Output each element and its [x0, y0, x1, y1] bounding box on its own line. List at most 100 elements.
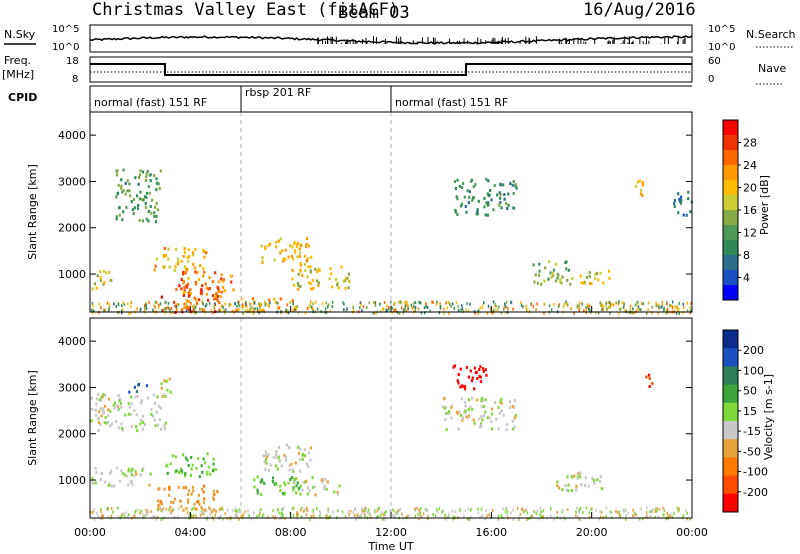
power-colorbar-tick-label: 28 — [743, 137, 757, 150]
power-cell — [136, 194, 139, 198]
velocity-cell — [479, 425, 482, 429]
power-cell — [129, 304, 132, 308]
power-cell — [509, 182, 512, 185]
velocity-cell — [323, 487, 326, 491]
power-cell — [225, 308, 227, 312]
power-cell — [177, 303, 180, 307]
power-cell — [671, 305, 674, 309]
power-cell — [439, 304, 442, 308]
velocity-cell — [484, 410, 487, 414]
velocity-cell — [123, 512, 125, 516]
velocity-cell — [632, 514, 634, 518]
power-cell — [182, 293, 185, 297]
velocity-colorbar-swatch — [723, 384, 738, 404]
power-cell — [500, 311, 503, 315]
power-cell — [678, 197, 681, 201]
power-cell — [344, 287, 347, 290]
power-cell — [503, 305, 505, 309]
velocity-cell — [399, 507, 401, 511]
velocity-cell — [395, 511, 397, 515]
velocity-cell — [600, 515, 602, 519]
power-cell — [162, 308, 164, 312]
power-cell — [183, 250, 187, 254]
velocity-cell — [236, 509, 238, 513]
power-cell — [401, 306, 403, 310]
power-cell — [229, 274, 232, 278]
power-cell — [663, 306, 665, 310]
velocity-cell — [134, 510, 136, 514]
power-cell — [187, 248, 190, 252]
velocity-cell — [649, 510, 651, 514]
power-cell — [144, 308, 146, 312]
power-cell — [460, 204, 463, 208]
velocity-cell — [651, 508, 654, 512]
power-cell — [602, 281, 605, 285]
power-cell — [573, 311, 575, 315]
power-cell — [297, 272, 300, 276]
power-cell — [130, 300, 133, 304]
power-cell — [565, 300, 567, 304]
power-cell — [669, 303, 671, 307]
power-cell — [144, 306, 146, 310]
velocity-cell — [505, 428, 508, 432]
velocity-cell — [193, 506, 195, 510]
velocity-cell — [248, 515, 250, 519]
velocity-cell — [425, 508, 428, 512]
velocity-cell — [271, 480, 274, 483]
velocity-cell — [200, 464, 203, 468]
power-cell — [292, 308, 295, 312]
velocity-cell — [461, 418, 464, 422]
velocity-cell — [382, 517, 384, 521]
velocity-cell — [104, 480, 107, 484]
velocity-cell — [140, 401, 143, 405]
power-cell — [231, 309, 233, 313]
power-cell — [675, 305, 677, 309]
velocity-cell — [184, 474, 187, 478]
power-cell — [286, 303, 289, 307]
power-cell — [402, 311, 405, 315]
power-cell — [608, 269, 611, 273]
velocity-cell — [623, 510, 625, 514]
velocity-cell — [99, 478, 102, 481]
power-cell — [601, 303, 603, 307]
velocity-cell — [470, 379, 474, 383]
power-cell — [579, 301, 581, 305]
velocity-cell — [180, 505, 183, 509]
power-cell — [309, 270, 312, 274]
power-cell — [467, 201, 470, 204]
velocity-cell — [363, 507, 366, 511]
power-cell — [503, 307, 505, 311]
power-cell — [505, 300, 508, 304]
power-cell — [487, 179, 490, 183]
velocity-cell — [360, 513, 362, 517]
power-cell — [224, 311, 226, 315]
velocity-cell — [646, 513, 648, 517]
velocity-cell — [360, 507, 363, 511]
velocity-cell — [247, 509, 249, 513]
power-cell — [443, 312, 445, 315]
power-cell — [609, 311, 611, 315]
power-cell — [641, 183, 644, 187]
velocity-cell — [325, 514, 327, 518]
power-cell — [309, 300, 312, 304]
velocity-cell — [128, 513, 130, 517]
power-cell — [588, 274, 591, 278]
velocity-cell — [168, 486, 171, 490]
velocity-cell — [454, 509, 457, 513]
power-cell — [362, 305, 365, 309]
velocity-cell — [511, 405, 514, 409]
velocity-cell — [242, 513, 244, 517]
velocity-cell — [419, 509, 421, 513]
velocity-colorbar-swatch — [723, 402, 738, 422]
power-cell — [264, 247, 267, 251]
velocity-cell — [130, 425, 133, 429]
velocity-cell — [488, 513, 490, 517]
velocity-cell — [202, 457, 205, 461]
velocity-cell — [479, 365, 482, 369]
velocity-cell — [190, 513, 193, 517]
velocity-cell — [514, 414, 517, 418]
power-cell — [413, 305, 415, 309]
power-cell — [155, 257, 158, 261]
power-cell — [93, 309, 95, 313]
velocity-cell — [280, 514, 282, 518]
